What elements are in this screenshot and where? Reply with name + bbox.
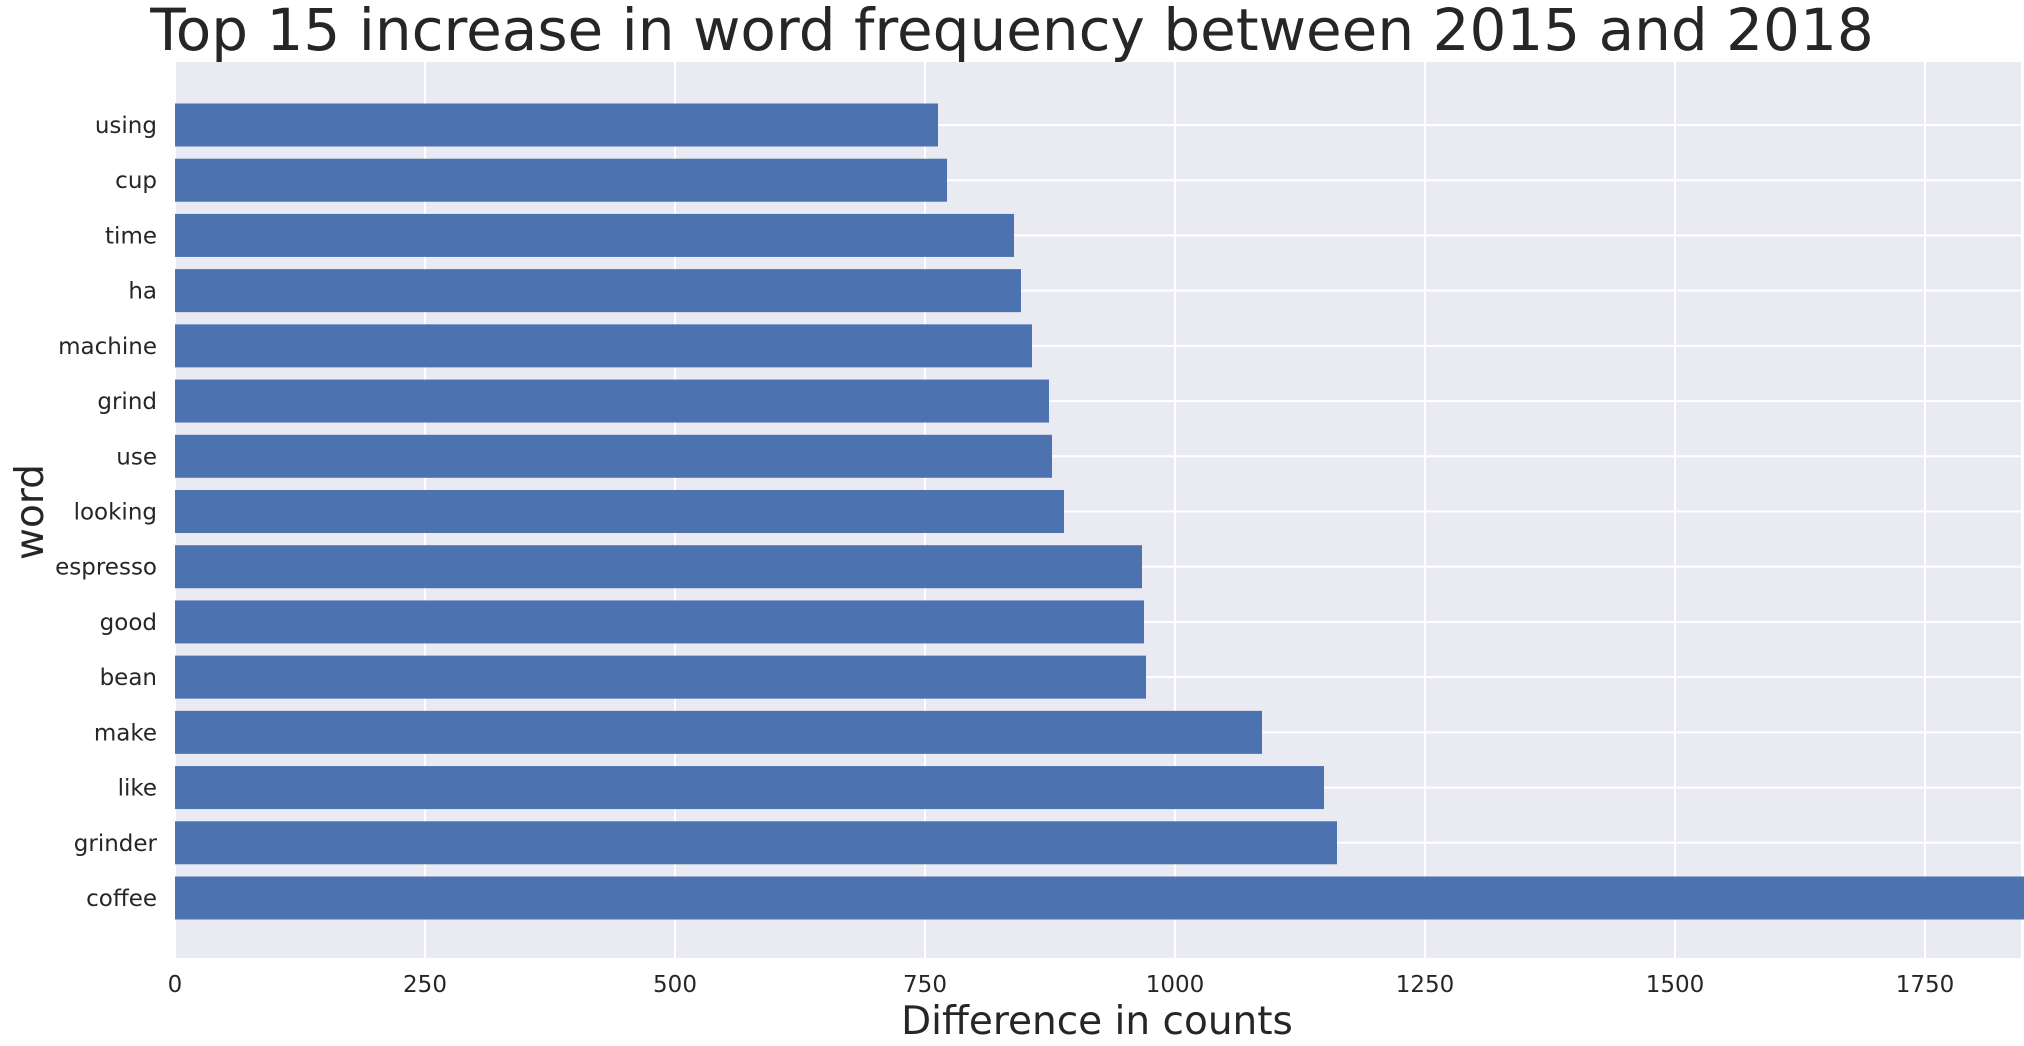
- x-tick-labels: 0 250 500 750 1000 1250 1500 1750: [168, 972, 1955, 998]
- bar-cup: [175, 158, 947, 202]
- x-tick-label: 1500: [1646, 972, 1705, 998]
- bar-bean: [175, 655, 1146, 699]
- bar-use: [175, 434, 1052, 478]
- x-tick-label: 0: [168, 972, 183, 998]
- bar-machine: [175, 324, 1032, 368]
- y-tick-label: machine: [58, 334, 157, 360]
- y-tick-label: make: [94, 720, 157, 746]
- bar-grinder: [175, 821, 1337, 865]
- y-tick-label: good: [100, 610, 157, 636]
- y-tick-label: cup: [115, 168, 157, 194]
- bar-like: [175, 766, 1324, 810]
- y-axis-label: word: [8, 464, 53, 560]
- x-axis-label: Difference in counts: [901, 999, 1293, 1044]
- x-tick-label: 250: [403, 972, 447, 998]
- chart-title: Top 15 increase in word frequency betwee…: [149, 0, 1874, 64]
- y-tick-label: bean: [100, 665, 157, 691]
- y-tick-label: grinder: [74, 831, 158, 857]
- y-tick-label: coffee: [86, 886, 157, 912]
- y-tick-label: ha: [128, 279, 157, 305]
- bar-using: [175, 103, 938, 147]
- x-tick-label: 750: [903, 972, 947, 998]
- bar-looking: [175, 490, 1064, 533]
- bar-grind: [175, 379, 1049, 423]
- bar-good: [175, 600, 1144, 644]
- y-tick-label: use: [116, 444, 157, 470]
- x-tick-label: 500: [653, 972, 697, 998]
- y-tick-labels: using cup time ha machine grind use looking espr…: [55, 113, 157, 912]
- bar-espresso: [175, 545, 1142, 589]
- y-tick-label: looking: [74, 500, 157, 526]
- y-tick-label: grind: [97, 389, 157, 415]
- y-tick-label: espresso: [55, 555, 157, 581]
- x-tick-label: 1750: [1896, 972, 1955, 998]
- bars: [175, 103, 2024, 920]
- bar-coffee: [175, 876, 2024, 920]
- y-tick-label: using: [95, 113, 157, 139]
- bar-ha: [175, 269, 1021, 313]
- y-tick-label: time: [105, 223, 157, 249]
- bar-make: [175, 710, 1262, 754]
- bar-time: [175, 213, 1014, 257]
- y-tick-label: like: [118, 776, 157, 802]
- x-tick-label: 1000: [1146, 972, 1205, 998]
- x-tick-label: 1250: [1396, 972, 1455, 998]
